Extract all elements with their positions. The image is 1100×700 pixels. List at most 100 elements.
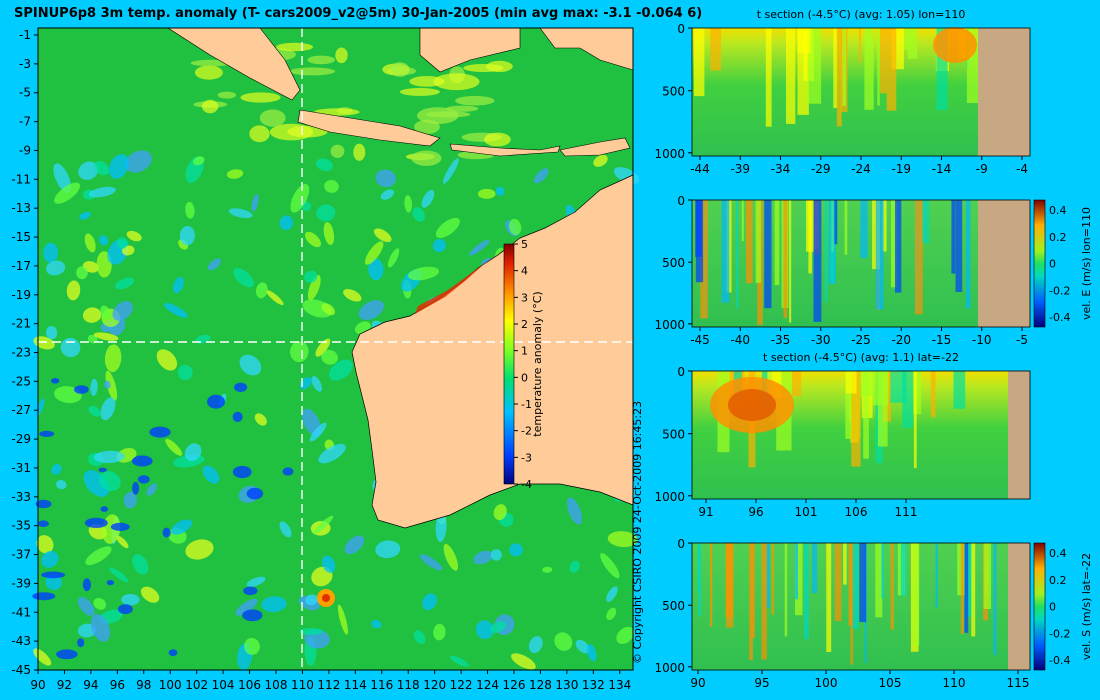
velocity-colorbar-tick-label: -0.2 <box>1049 284 1070 297</box>
section-streak <box>813 200 822 322</box>
section-streak <box>811 543 818 594</box>
eddy-blob <box>282 467 294 476</box>
eddy-blob <box>344 535 365 555</box>
eddy-blob <box>566 497 583 525</box>
velocity-colorbar-tick-label: 0.4 <box>1049 547 1067 560</box>
eddy-blob <box>490 621 507 634</box>
velocity-colorbar <box>1033 542 1046 671</box>
section-panel-1: t section (-4.5°C) (avg: 1.05) lon=110 -4… <box>654 8 1031 176</box>
map-y-axis: -1 -3 -5 -7 -9 -11 -13 -15 -17 -19 -21 -23 -25 -27 -29… <box>11 28 38 677</box>
eddy-blob <box>43 242 59 263</box>
eddy-blob <box>246 487 264 500</box>
eddy-blob <box>414 119 440 134</box>
eddy-blob <box>39 430 55 437</box>
map-x-tick-label: 112 <box>317 678 340 692</box>
map-y-tick-label: -19 <box>11 288 31 302</box>
section-streak <box>843 543 847 585</box>
eddy-blob <box>53 163 72 193</box>
section-x-tick-label: 111 <box>895 505 918 519</box>
eddy-blob <box>373 228 392 243</box>
eddy-blob <box>45 574 63 591</box>
main-colorbar-tick-label: 0 <box>521 371 528 384</box>
eddy-blob <box>407 266 440 281</box>
section-streak <box>795 543 803 616</box>
section-streak <box>913 371 922 415</box>
eddy-blob <box>60 337 81 358</box>
section-streak <box>807 28 822 104</box>
main-colorbar-tick-label: -2 <box>521 425 532 438</box>
eddy-blob <box>54 182 81 204</box>
section-x-tick-label: -5 <box>1016 333 1028 347</box>
eddy-blob <box>455 95 495 106</box>
eddy-blob <box>239 354 262 376</box>
eddy-blob <box>51 378 60 384</box>
eddy-blob <box>266 290 284 306</box>
eddy-blob <box>321 349 338 365</box>
section-x-tick-label: -20 <box>891 333 911 347</box>
eddy-blob <box>171 519 193 535</box>
warm-eddy-core <box>322 594 330 602</box>
eddy-blob <box>528 636 543 654</box>
section-x-tick-label: -29 <box>811 162 831 176</box>
eddy-blob <box>490 549 502 561</box>
map-y-tick-label: -37 <box>11 548 31 562</box>
section-y-tick-label: 500 <box>662 428 685 442</box>
eddy-blob <box>79 211 91 220</box>
eddy-blob <box>508 218 522 236</box>
eddy-blob <box>88 186 116 198</box>
section-streak <box>851 371 861 467</box>
section-streak <box>721 200 730 303</box>
section-x-tick-label: 101 <box>795 505 818 519</box>
eddy-blob <box>84 517 108 529</box>
main-map: SPINUP6p8 3m temp. anomaly (T- cars2009_… <box>11 6 702 692</box>
map-x-tick-label: 110 <box>291 678 314 692</box>
section-y-tick-label: 1000 <box>654 661 685 675</box>
velocity-colorbar <box>1033 199 1046 328</box>
eddy-blob <box>116 535 129 549</box>
velocity-colorbar-tick-label: 0.2 <box>1049 574 1067 587</box>
velocity-colorbar-tick-label: 0 <box>1049 601 1056 614</box>
section-streak <box>786 28 796 124</box>
section-x-tick-label: -40 <box>730 333 750 347</box>
section-title: t section (-4.5°C) (avg: 1.05) lon=110 <box>757 8 966 21</box>
warm-core <box>933 27 977 63</box>
map-y-tick-label: -23 <box>11 346 31 360</box>
section-streak <box>771 543 775 615</box>
section-x-tick-label: -9 <box>976 162 988 176</box>
map-x-tick-label: 102 <box>185 678 208 692</box>
map-y-tick-label: -17 <box>11 259 31 273</box>
section-streak <box>965 543 973 618</box>
section-y-tick-label: 0 <box>677 22 685 36</box>
section-streak <box>774 200 780 285</box>
map-x-axis: 90 92 94 96 98 100 102 104 106 108 110 112 114 116 118… <box>30 670 631 692</box>
map-x-tick-label: 122 <box>450 678 473 692</box>
map-y-tick-label: -27 <box>11 403 31 417</box>
eddy-blob <box>77 597 95 616</box>
eddy-blob <box>493 504 507 521</box>
section-streak <box>710 543 713 627</box>
eddy-blob <box>243 586 258 596</box>
map-x-tick-label: 128 <box>529 678 552 692</box>
eddy-blob <box>77 638 85 648</box>
section-y-tick-label: 1000 <box>654 490 685 504</box>
section-streak <box>877 28 880 106</box>
section-streak <box>930 371 936 418</box>
eddy-blob <box>322 555 336 573</box>
eddy-blob <box>375 540 401 559</box>
eddy-blob <box>305 231 321 248</box>
section-title: t section (-4.5°C) (avg: 1.1) lat=-22 <box>763 351 959 364</box>
section-x-tick-label: 115 <box>1007 676 1030 690</box>
eddy-blob <box>511 653 536 670</box>
eddy-blob <box>433 73 480 91</box>
eddy-blob <box>163 302 188 318</box>
section-x-tick-label: 105 <box>879 676 902 690</box>
eddy-blob <box>108 154 129 179</box>
main-colorbar-tick-label: 5 <box>521 238 528 251</box>
section-streak <box>848 543 853 626</box>
eddy-blob <box>422 593 437 611</box>
map-x-tick-label: 130 <box>555 678 578 692</box>
eddy-blob <box>473 550 493 565</box>
eddy-blob <box>299 628 324 635</box>
eddy-blob <box>82 578 91 592</box>
eddy-blob <box>194 65 223 80</box>
